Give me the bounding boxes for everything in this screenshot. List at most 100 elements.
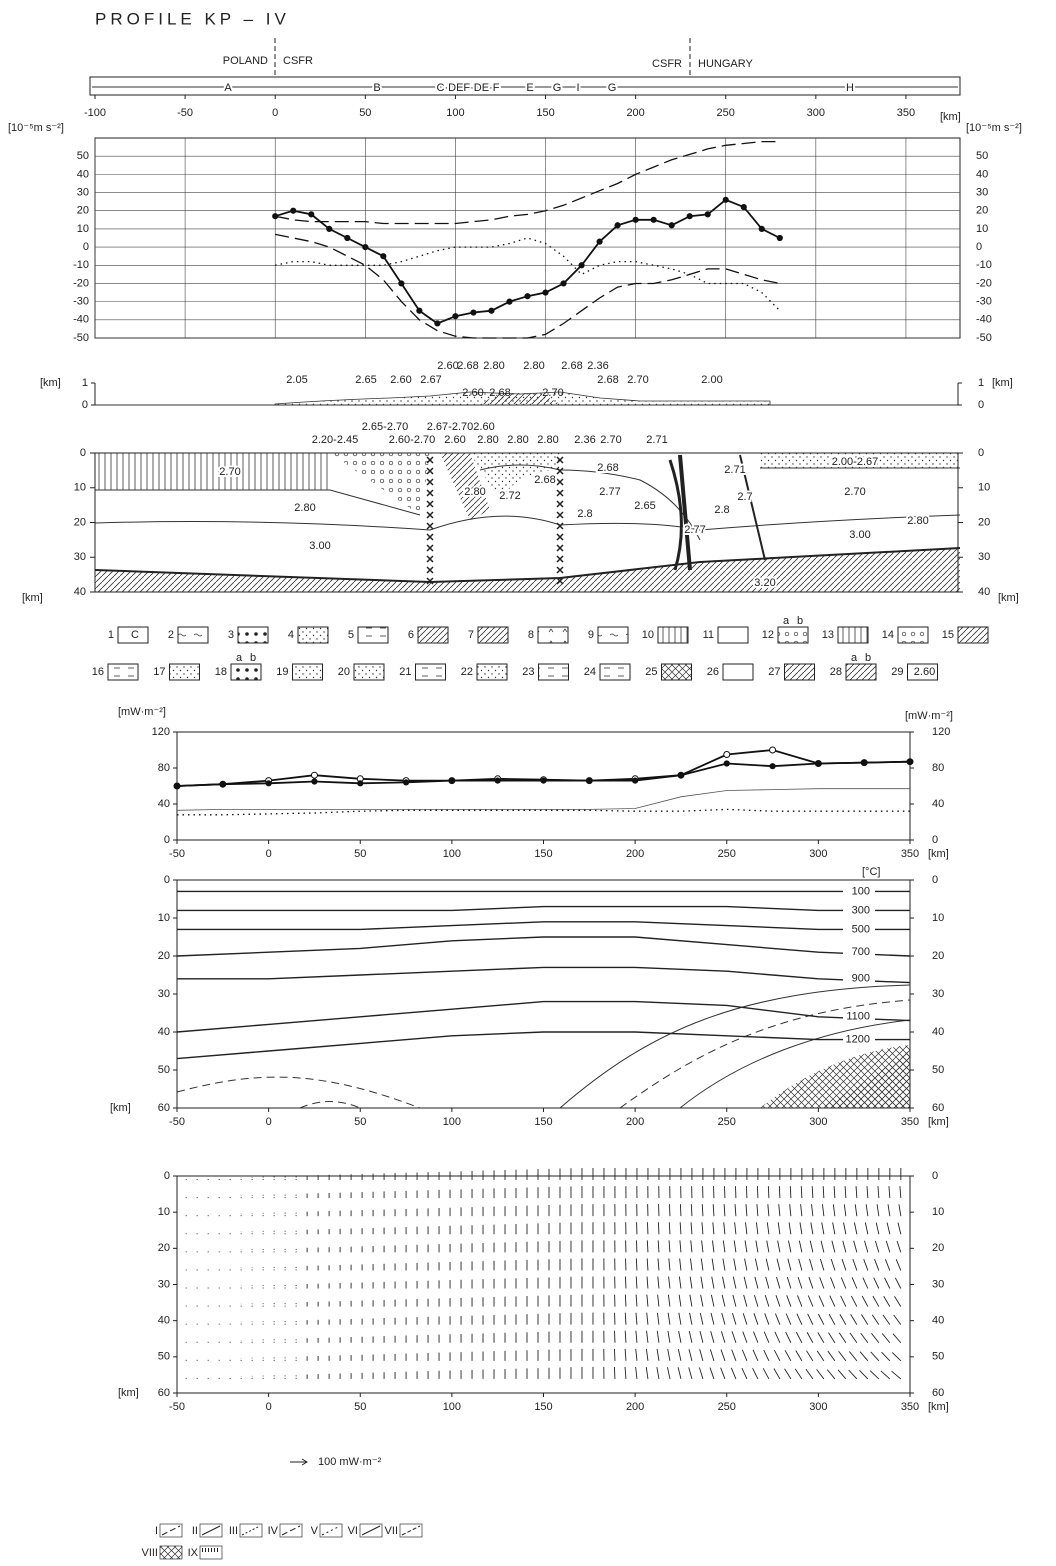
flow-vector: [680, 1258, 681, 1270]
legend-label: IX: [188, 1547, 199, 1559]
density-label: 2.80: [537, 434, 558, 446]
flow-vector: [753, 1332, 757, 1343]
flow-vector: [723, 1240, 725, 1252]
flow-vector: [877, 1204, 879, 1216]
plot-frame: [177, 732, 910, 840]
y-tick-label: 0: [80, 447, 86, 459]
flow-vector: [865, 1223, 868, 1235]
legend-label: I: [155, 1525, 158, 1537]
y-tick-label: -10: [976, 259, 992, 271]
density-label: 2.65: [634, 500, 655, 512]
fault-mark: [427, 567, 433, 573]
flow-vector: [841, 1296, 846, 1307]
x-tick-label: 50: [359, 107, 371, 119]
x-tick-label: 300: [809, 1116, 827, 1128]
density-label: 2.70: [219, 466, 240, 478]
flow-vector: [774, 1350, 780, 1361]
legend-number: 16: [92, 666, 104, 678]
flow-vector: [678, 1349, 681, 1361]
flow-vector: [668, 1313, 670, 1325]
data-point: [597, 239, 602, 244]
data-line: [275, 142, 780, 224]
flow-vector: [867, 1186, 868, 1198]
data-point: [777, 235, 782, 240]
legend-swatch: [160, 1546, 182, 1559]
density-label: 2.70: [844, 486, 865, 498]
flow-vector: [753, 1368, 758, 1379]
isotherm-label: 300: [852, 904, 870, 916]
legend-swatch: [478, 627, 508, 643]
flow-vector: [678, 1367, 681, 1379]
legend-label: V: [311, 1525, 319, 1537]
flow-vector: [786, 1332, 791, 1343]
x-tick-label: 300: [809, 848, 827, 860]
legend-swatch: [418, 627, 448, 643]
fault-mark: [557, 479, 563, 485]
y-tick-label: 20: [932, 1242, 944, 1254]
flow-vector: [900, 1186, 901, 1198]
flow-vector: [690, 1259, 691, 1271]
y-tick-label: 0: [164, 1170, 170, 1182]
y-tick-label: -10: [73, 259, 89, 271]
flow-vector: [777, 1277, 780, 1289]
y-tick-label: 60: [158, 1102, 170, 1114]
flow-vector: [723, 1277, 725, 1289]
y-tick-label: 30: [932, 988, 944, 1000]
isotherm-label: 700: [852, 946, 870, 958]
flow-vector: [855, 1204, 857, 1216]
legend-swatch: [658, 627, 688, 643]
y-unit: [10⁻⁵m s⁻²]: [966, 122, 1022, 134]
y-tick-label: 120: [932, 726, 950, 738]
model-isotherm: [177, 1077, 420, 1108]
legend-swatch: [358, 627, 388, 643]
flow-vector: [669, 1240, 670, 1252]
unit-label: C·DEF·DE·F: [437, 82, 500, 94]
isotherm: [177, 922, 910, 930]
legend-number: 28: [830, 666, 842, 678]
data-line: [177, 789, 910, 811]
flow-vector: [798, 1277, 802, 1288]
fault-mark: [427, 556, 433, 562]
flow-vector: [636, 1258, 637, 1270]
flow-vector: [873, 1296, 879, 1306]
flow-vector: [886, 1241, 890, 1252]
flow-vector: [774, 1369, 780, 1379]
isotherm: [177, 1002, 910, 1032]
x-tick-label: 200: [626, 848, 644, 860]
flow-vector: [724, 1222, 725, 1234]
fault-mark: [557, 512, 563, 518]
y-tick-label: -50: [73, 332, 89, 344]
x-tick-label: 100: [443, 848, 461, 860]
flow-vector: [884, 1296, 890, 1306]
flow-vector: [829, 1314, 835, 1325]
flow-vector: [625, 1313, 626, 1325]
y-tick-label: 40: [74, 586, 86, 598]
legend-number: 22: [461, 666, 473, 678]
flow-vector: [636, 1331, 637, 1343]
flow-vector: [699, 1367, 703, 1378]
data-point: [435, 321, 440, 326]
flow-vector: [786, 1314, 791, 1325]
flow-vector: [860, 1352, 868, 1361]
flow-vector: [787, 1295, 791, 1306]
profile-bar: [90, 38, 960, 95]
legend-number: 24: [584, 666, 596, 678]
density-label: 2.68: [534, 474, 555, 486]
flow-vector: [863, 1278, 868, 1289]
y-tick-label: 0: [978, 447, 984, 459]
flow-vector: [721, 1331, 725, 1342]
legend-number: 1: [108, 629, 114, 641]
flow-vector: [690, 1277, 692, 1289]
fault-mark: [427, 523, 433, 529]
flow-vector: [765, 1295, 769, 1306]
legend-number: 15: [942, 629, 954, 641]
density-label: 2.05: [286, 374, 307, 386]
legend-swatch: [723, 664, 753, 680]
y-tick-label: 60: [932, 1102, 944, 1114]
flow-vector: [828, 1351, 835, 1361]
y-tick-label: 40: [932, 798, 944, 810]
figure: PROFILE KP – IV POLAND CSFR CSFR HUNGARY…: [0, 0, 1056, 1566]
flow-vector: [702, 1222, 703, 1234]
data-line: [275, 238, 780, 311]
flow-vector: [885, 1278, 890, 1289]
